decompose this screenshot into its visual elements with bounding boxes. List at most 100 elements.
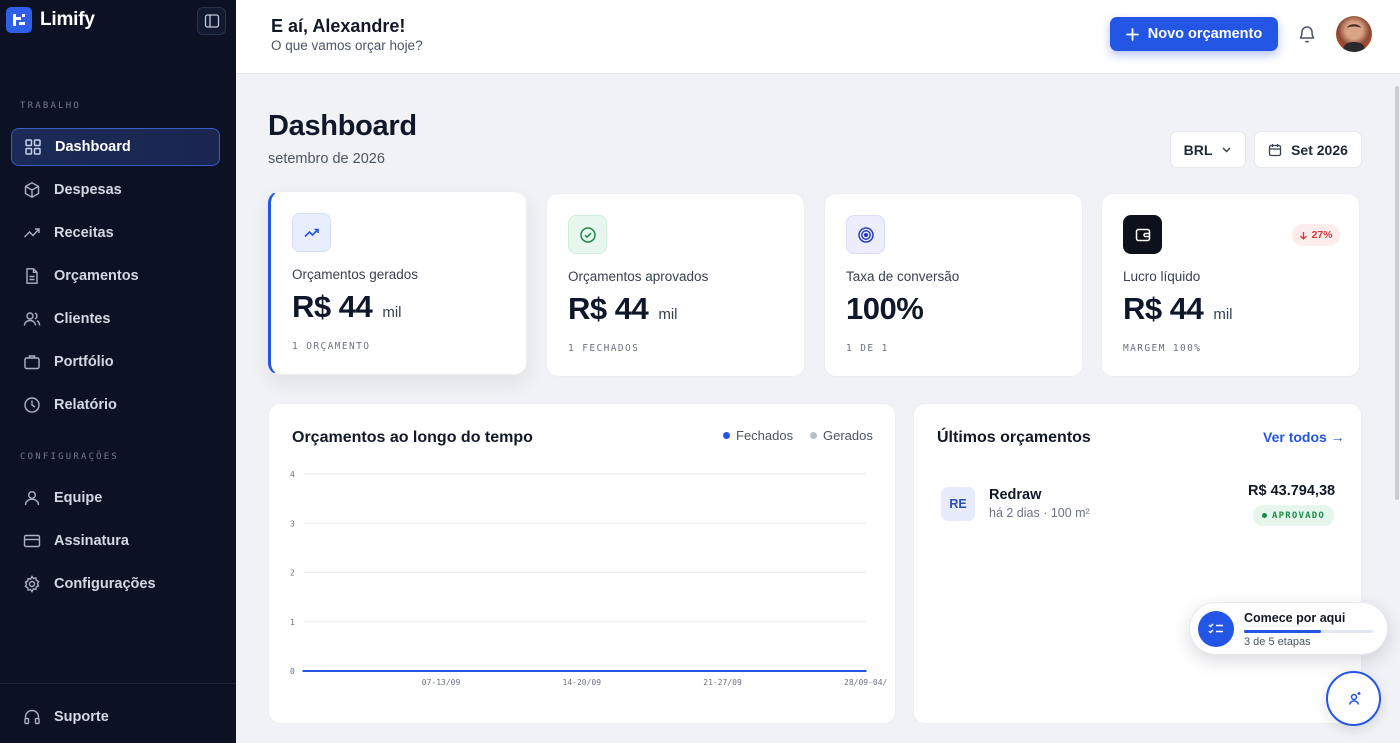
sidebar-item-despesas[interactable]: Despesas bbox=[11, 171, 220, 209]
sidebar-item-label: Dashboard bbox=[55, 139, 131, 155]
sidebar-item-clientes[interactable]: Clientes bbox=[11, 300, 220, 338]
credit-card-icon bbox=[23, 534, 41, 548]
app-name: Limify bbox=[40, 9, 95, 30]
y-tick-label: 1 bbox=[290, 618, 295, 627]
checklist-icon bbox=[1198, 611, 1234, 647]
sidebar: Limify TRABALHO Dashboard Despesas Recei… bbox=[0, 0, 236, 743]
sidebar-item-suporte[interactable]: Suporte bbox=[11, 698, 220, 736]
sidebar-item-label: Suporte bbox=[54, 709, 109, 725]
kpi-foot: 1 ORÇAMENTO bbox=[292, 341, 371, 352]
onboarding-widget[interactable]: Comece por aqui 3 de 5 etapas bbox=[1189, 602, 1388, 655]
kpi-card-conversion[interactable]: Taxa de conversão 100% 1 DE 1 bbox=[824, 193, 1083, 377]
status-badge: APROVADO bbox=[1253, 505, 1334, 526]
briefcase-icon bbox=[24, 355, 40, 370]
box-icon bbox=[24, 181, 40, 199]
trend-badge: 27% bbox=[1292, 224, 1340, 246]
onboarding-title: Comece por aqui bbox=[1244, 611, 1346, 625]
trend-badge-value: 27% bbox=[1311, 229, 1333, 241]
sidebar-item-label: Clientes bbox=[54, 311, 111, 327]
data-point-fechados bbox=[724, 670, 727, 672]
sidebar-item-label: Orçamentos bbox=[54, 268, 139, 284]
y-tick-label: 0 bbox=[290, 667, 295, 676]
new-budget-button[interactable]: Novo orçamento bbox=[1110, 17, 1278, 51]
sidebar-item-orcamentos[interactable]: Orçamentos bbox=[11, 257, 220, 295]
currency-select[interactable]: BRL bbox=[1170, 131, 1246, 168]
period-value: Set 2026 bbox=[1291, 141, 1348, 158]
greeting-subtitle: O que vamos orçar hoje? bbox=[271, 38, 423, 53]
sidebar-item-equipe[interactable]: Equipe bbox=[11, 479, 220, 517]
kpi-unit: mil bbox=[1213, 306, 1233, 323]
sidebar-item-assinatura[interactable]: Assinatura bbox=[11, 522, 220, 560]
kpi-card-generated[interactable]: Orçamentos gerados R$ 44 mil 1 ORÇAMENTO bbox=[268, 191, 527, 375]
sidebar-item-label: Receitas bbox=[54, 225, 114, 241]
legend-label: Fechados bbox=[736, 428, 794, 443]
greeting: E aí, Alexandre! bbox=[271, 16, 406, 36]
plus-icon bbox=[1125, 27, 1139, 41]
trending-up-icon bbox=[292, 213, 331, 252]
kpi-label: Orçamentos gerados bbox=[292, 267, 419, 282]
section-label-work: TRABALHO bbox=[20, 101, 81, 111]
data-point-fechados bbox=[865, 670, 867, 672]
kpi-foot: MARGEM 100% bbox=[1123, 343, 1202, 354]
x-tick-label: 07-13/09 bbox=[422, 678, 461, 687]
check-circle-icon bbox=[568, 215, 607, 254]
sidebar-item-portfolio[interactable]: Portfólio bbox=[11, 343, 220, 381]
sidebar-item-label: Relatório bbox=[54, 397, 117, 413]
legend-item-gerados[interactable]: Gerados bbox=[810, 428, 873, 443]
assistant-button[interactable] bbox=[1326, 671, 1381, 726]
sidebar-item-receitas[interactable]: Receitas bbox=[11, 214, 220, 252]
y-tick-label: 3 bbox=[290, 519, 295, 528]
wallet-icon bbox=[1123, 215, 1162, 254]
target-icon bbox=[846, 215, 885, 254]
kpi-card-profit[interactable]: 27% Lucro líquido R$ 44 mil MARGEM 100% bbox=[1101, 193, 1360, 377]
kpi-value: R$ 44 mil bbox=[292, 289, 402, 325]
avatar[interactable] bbox=[1336, 16, 1372, 52]
users-icon bbox=[23, 312, 41, 326]
line-chart: 0 1 2 3 4 07-13/09 14-20/09 21-27/09 28/09-04/10 bbox=[290, 470, 888, 687]
sidebar-toggle-button[interactable] bbox=[197, 7, 226, 35]
sidebar-item-dashboard[interactable]: Dashboard bbox=[11, 128, 220, 166]
chart-title: Orçamentos ao longo do tempo bbox=[292, 429, 533, 446]
kpi-amount: R$ 44 bbox=[1123, 291, 1204, 326]
last-budgets-card bbox=[913, 403, 1362, 724]
sidebar-item-label: Portfólio bbox=[54, 354, 114, 370]
budget-initials: RE bbox=[941, 487, 975, 521]
kpi-label: Taxa de conversão bbox=[846, 269, 960, 284]
y-tick-label: 4 bbox=[290, 470, 295, 479]
period-select[interactable]: Set 2026 bbox=[1254, 131, 1362, 168]
onboarding-progress-bar bbox=[1244, 630, 1373, 633]
grid-icon bbox=[25, 139, 41, 155]
kpi-card-approved[interactable]: Orçamentos aprovados R$ 44 mil 1 FECHADO… bbox=[546, 193, 805, 377]
page-subtitle: setembro de 2026 bbox=[268, 151, 385, 167]
sparkle-person-icon bbox=[1348, 691, 1360, 705]
x-tick-label: 28/09-04/10 bbox=[844, 678, 888, 687]
kpi-foot: 1 FECHADOS bbox=[568, 343, 640, 354]
kpi-value: R$ 44 mil bbox=[1123, 291, 1233, 327]
kpi-foot: 1 DE 1 bbox=[846, 343, 889, 354]
kpi-unit: mil bbox=[382, 304, 402, 321]
top-header: E aí, Alexandre! O que vamos orçar hoje?… bbox=[236, 0, 1400, 74]
sidebar-item-label: Configurações bbox=[54, 576, 156, 592]
legend-dot bbox=[723, 432, 730, 439]
sidebar-item-configuracoes[interactable]: Configurações bbox=[11, 565, 220, 603]
gear-icon bbox=[24, 575, 40, 593]
kpi-label: Orçamentos aprovados bbox=[568, 269, 709, 284]
bell-icon[interactable] bbox=[1297, 24, 1317, 44]
legend-label: Gerados bbox=[823, 428, 873, 443]
onboarding-progress-text: 3 de 5 etapas bbox=[1244, 636, 1311, 648]
budget-name[interactable]: Redraw bbox=[989, 487, 1042, 503]
x-tick-label: 14-20/09 bbox=[563, 678, 602, 687]
see-all-link[interactable]: Ver todos → bbox=[1263, 429, 1345, 445]
scrollbar-thumb[interactable] bbox=[1395, 86, 1399, 500]
clock-icon bbox=[24, 397, 40, 413]
brand[interactable]: Limify bbox=[6, 7, 95, 33]
sidebar-item-relatorio[interactable]: Relatório bbox=[11, 386, 220, 424]
new-budget-label: Novo orçamento bbox=[1147, 26, 1263, 42]
legend-item-fechados[interactable]: Fechados bbox=[723, 428, 793, 443]
last-budgets-title: Últimos orçamentos bbox=[937, 429, 1091, 446]
file-icon bbox=[26, 268, 38, 284]
chevron-down-icon bbox=[1222, 147, 1231, 153]
data-point-fechados bbox=[442, 670, 445, 672]
status-label: APROVADO bbox=[1272, 510, 1325, 521]
sidebar-item-label: Equipe bbox=[54, 490, 103, 506]
